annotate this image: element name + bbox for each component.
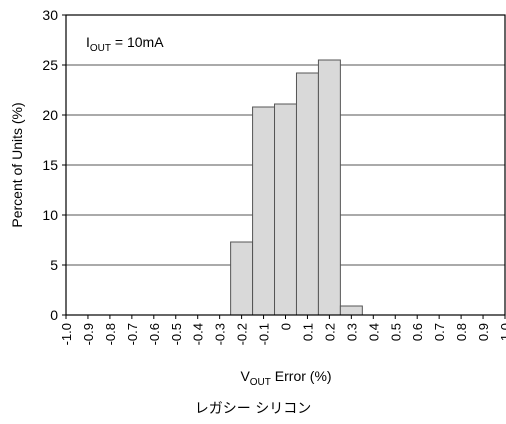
y-tick-label: 5 xyxy=(50,257,58,273)
histogram-bar xyxy=(230,241,254,316)
x-tick-label: -0.5 xyxy=(169,323,184,345)
x-tick-label: 0.9 xyxy=(476,323,491,341)
histogram-bar xyxy=(339,305,363,316)
x-tick-label: -0.6 xyxy=(147,323,162,345)
caption: レガシー シリコン xyxy=(194,401,312,417)
histogram-bar xyxy=(252,106,276,316)
y-tick-label: 30 xyxy=(42,7,58,23)
y-tick-label: 25 xyxy=(42,57,58,73)
y-axis-label: Percent of Units (%) xyxy=(9,102,25,227)
x-tick-label: 0.8 xyxy=(454,323,469,341)
x-tick-label: 0.4 xyxy=(366,323,381,341)
bars xyxy=(230,59,363,316)
x-tick-label: -0.1 xyxy=(257,323,272,345)
x-tick-label: 0.3 xyxy=(344,323,359,341)
y-tick-label: 15 xyxy=(42,157,58,173)
x-tick-label: 1.0 xyxy=(498,323,506,341)
x-tick-label: -0.4 xyxy=(191,323,206,345)
histogram-bar xyxy=(274,103,297,316)
y-tick-label: 10 xyxy=(42,207,58,223)
x-tick-label: 0.2 xyxy=(322,323,337,341)
x-tick-label: 0.7 xyxy=(432,323,447,341)
x-tick-label: 0.1 xyxy=(300,323,315,341)
x-tick-label: 0 xyxy=(279,323,294,330)
x-tick-label: -1.0 xyxy=(59,323,74,345)
histogram-bar xyxy=(317,59,341,316)
x-tick-label: -0.3 xyxy=(213,323,228,345)
x-tick-label: 0.5 xyxy=(388,323,403,341)
x-tick-label: -0.7 xyxy=(125,323,140,345)
y-tick-label: 0 xyxy=(50,307,58,323)
x-tick-labels: -1.0 -0.9 -0.8 -0.7 -0.6 -0.5 -0.4 -0.3 -0.2 -0.1… xyxy=(59,315,506,345)
annotation-text: IOUT = 10mA xyxy=(86,34,164,54)
x-tick-label: -0.8 xyxy=(103,323,118,345)
x-tick-label: -0.9 xyxy=(81,323,96,345)
x-tick-label: -0.2 xyxy=(235,323,250,345)
y-tick-labels: 0 5 10 15 20 25 30 xyxy=(42,7,66,323)
y-tick-label: 20 xyxy=(42,107,58,123)
x-axis-label: VOUT Error (%) xyxy=(240,368,331,388)
histogram-bar xyxy=(295,72,319,316)
x-tick-label: 0.6 xyxy=(410,323,425,341)
